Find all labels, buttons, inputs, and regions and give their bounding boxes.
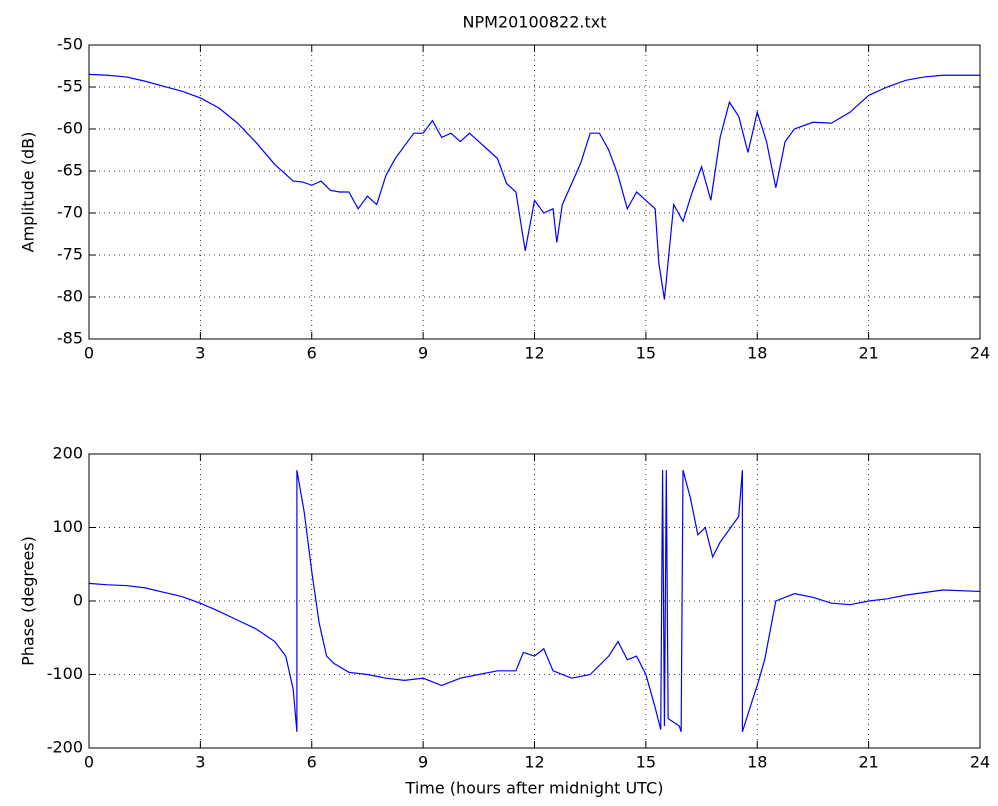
chart-title: NPM20100822.txt [463, 13, 607, 32]
x-axis-label: Time (hours after midnight UTC) [405, 779, 664, 798]
x-tick-label: 24 [970, 753, 990, 772]
axes-frame [88, 44, 981, 340]
x-tick-label: 9 [418, 753, 428, 772]
x-tick-label: 6 [307, 753, 317, 772]
y-axis-label: Phase (degrees) [19, 536, 38, 666]
data-line [88, 73, 980, 300]
y-tick-label: 100 [52, 517, 83, 536]
data-line [88, 470, 981, 733]
x-tick-label: 18 [747, 344, 767, 363]
x-tick-label: 21 [858, 344, 878, 363]
x-tick-label: 21 [858, 753, 878, 772]
y-tick-label: -55 [57, 77, 83, 96]
plot-area [89, 45, 980, 339]
y-tick-label: -50 [57, 35, 83, 54]
x-tick-label: 18 [747, 753, 767, 772]
axes-frame [88, 453, 981, 749]
y-tick-label: -80 [57, 287, 83, 306]
x-tick-label: 6 [307, 344, 317, 363]
x-tick-label: 0 [84, 753, 94, 772]
y-tick-label: 200 [52, 444, 83, 463]
y-tick-label: -60 [57, 119, 83, 138]
x-tick-label: 9 [418, 344, 428, 363]
x-tick-label: 15 [636, 753, 656, 772]
y-tick-label: -100 [47, 664, 83, 683]
y-tick-label: -75 [57, 245, 83, 264]
x-tick-label: 15 [636, 344, 656, 363]
y-tick-label: -70 [57, 203, 83, 222]
x-tick-label: 24 [970, 344, 990, 363]
x-tick-label: 3 [195, 344, 205, 363]
y-tick-label: -200 [47, 738, 83, 757]
y-tick-label: -85 [57, 329, 83, 348]
y-tick-label: 0 [73, 591, 83, 610]
x-tick-label: 0 [84, 344, 94, 363]
x-tick-label: 12 [524, 344, 544, 363]
x-tick-label: 12 [524, 753, 544, 772]
y-tick-label: -65 [57, 161, 83, 180]
x-tick-label: 3 [195, 753, 205, 772]
y-axis-label: Amplitude (dB) [19, 132, 38, 253]
